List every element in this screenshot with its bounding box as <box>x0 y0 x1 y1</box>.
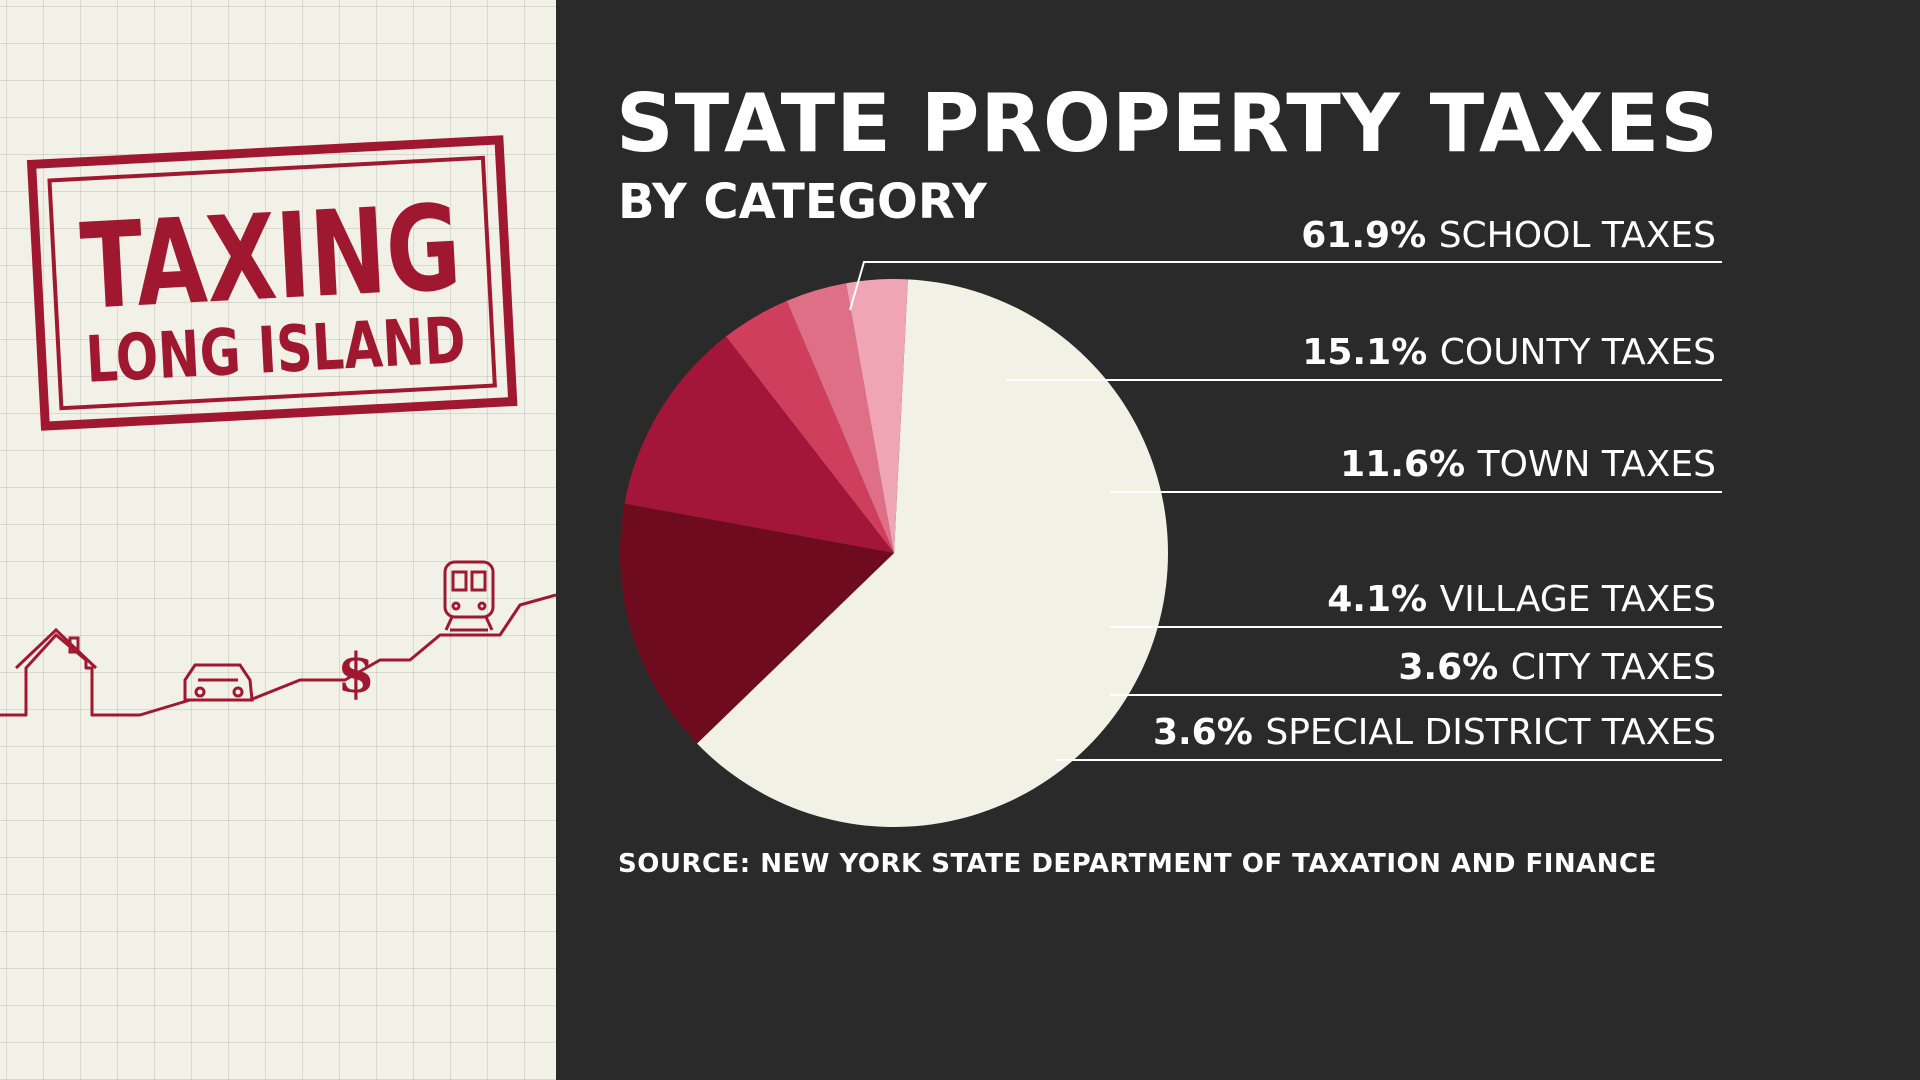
slice-label: 4.1% VILLAGE TAXES <box>1327 579 1716 620</box>
pie-slice-city-taxes <box>786 283 894 553</box>
chart-title: STATE PROPERTY TAXES <box>616 77 1719 170</box>
slice-label: 11.6% TOWN TAXES <box>1340 444 1716 485</box>
slice-category-label: VILLAGE TAXES <box>1440 579 1716 620</box>
leader-line <box>849 261 1722 311</box>
slice-value-label: 3.6% <box>1153 712 1265 753</box>
pie-slice-school-taxes <box>697 279 1168 827</box>
stamp-line1: TAXING <box>77 178 464 336</box>
slice-label: 15.1% COUNTY TAXES <box>1302 332 1716 373</box>
left-decor-panel: TAXING LONG ISLAND $ <box>0 0 556 1080</box>
svg-text:$: $ <box>337 641 375 705</box>
pie-slice-town-taxes <box>624 336 894 553</box>
slice-category-label: COUNTY TAXES <box>1440 332 1716 373</box>
slice-value-label: 61.9% <box>1301 215 1438 256</box>
slice-label: 3.6% SPECIAL DISTRICT TAXES <box>1153 712 1716 753</box>
pie-slices <box>620 278 1168 827</box>
taxing-long-island-stamp: TAXING LONG ISLAND <box>26 135 518 431</box>
chart-subtitle: BY CATEGORY <box>618 174 987 230</box>
dollar-icon: $ <box>337 641 375 705</box>
slice-category-label: CITY TAXES <box>1511 647 1716 688</box>
pie-labels: 61.9% SCHOOL TAXES 15.1% COUNTY TAXES 11.6… <box>849 215 1722 761</box>
slice-label: 3.6% CITY TAXES <box>1398 647 1716 688</box>
slice-value-label: 3.6% <box>1398 647 1510 688</box>
slice-label: 61.9% SCHOOL TAXES <box>1301 215 1716 256</box>
branding-illustration: TAXING LONG ISLAND $ <box>0 135 556 717</box>
slice-category-label: SPECIAL DISTRICT TAXES <box>1265 712 1716 753</box>
pie-slice-village-taxes <box>725 300 894 553</box>
pie-slice-special-district-taxes <box>846 278 908 553</box>
slice-category-label: TOWN TAXES <box>1477 444 1716 485</box>
slice-value-label: 11.6% <box>1340 444 1477 485</box>
pie-slice-county-taxes <box>620 503 894 744</box>
train-icon <box>443 560 495 632</box>
house-icon <box>14 627 98 670</box>
slice-category-label: SCHOOL TAXES <box>1439 215 1716 256</box>
car-icon <box>183 663 254 702</box>
slice-value-label: 4.1% <box>1327 579 1439 620</box>
source-note: SOURCE: NEW YORK STATE DEPARTMENT OF TAX… <box>618 849 1657 879</box>
slice-value-label: 15.1% <box>1302 332 1439 373</box>
